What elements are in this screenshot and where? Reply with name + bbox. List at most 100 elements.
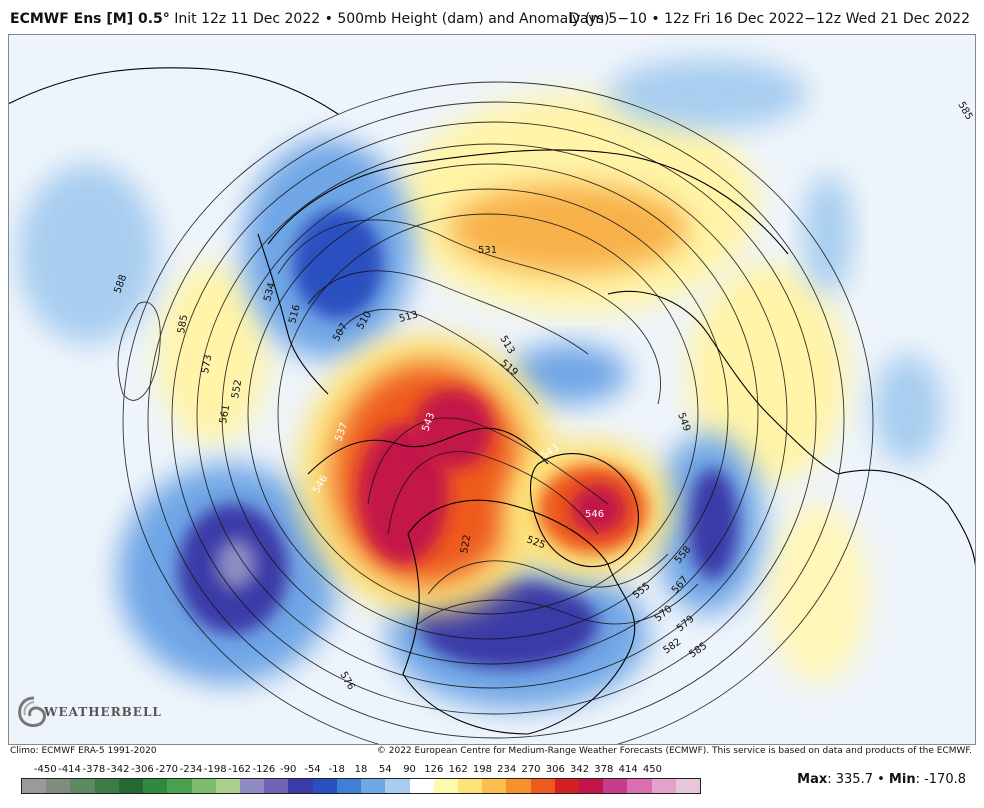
field-description: 500mb Height (dam) and Anomaly (m): [337, 11, 610, 27]
colorbar-tick-label: -450: [33, 764, 57, 775]
colorbar-tick-label: -378: [82, 764, 106, 775]
contour-label: 516: [287, 303, 303, 324]
contour-line: [117, 301, 161, 401]
contour-line: [387, 451, 599, 535]
colorbar-tick-label: 54: [378, 764, 392, 775]
contour-label: 513: [398, 309, 419, 325]
colorbar-swatch: [627, 779, 652, 793]
logo-text: WEATHERBELL: [44, 705, 162, 719]
anomaly-map: 585 588 585 573 561 552 534 516 507 510 …: [8, 34, 976, 745]
period-bullet: •: [651, 11, 660, 27]
negative-anomaly-atlantic-inner: [688, 469, 738, 579]
contour-line: [427, 553, 669, 595]
copyright-credit: © 2022 European Centre for Medium-Range …: [376, 746, 972, 756]
colorbar-swatch: [385, 779, 410, 793]
coastlines: [8, 67, 976, 735]
positive-anomaly-alaska-core: [358, 424, 448, 564]
colorbar-swatch: [433, 779, 458, 793]
contour-line: [337, 308, 539, 405]
colorbar-tick-label: 378: [594, 764, 614, 775]
colorbar-swatch: [482, 779, 507, 793]
colorbar-swatch: [457, 779, 483, 793]
min-label: Min: [888, 772, 916, 787]
height-contours: [117, 81, 874, 745]
colorbar-tick-label: -414: [58, 764, 81, 775]
colorbar-swatch: [264, 779, 289, 793]
contour-line: [367, 417, 609, 505]
colorbar-tick-label: 450: [642, 764, 662, 775]
positive-anomaly-atlantic: [768, 504, 868, 684]
contour-labels: 585 588 585 573 561 552 534 516 507 510 …: [112, 100, 974, 692]
colorbar-tick-label: 126: [424, 764, 444, 775]
colorbar-tick-label: 414: [618, 764, 638, 775]
max-value: : 335.7: [827, 772, 873, 787]
contour-ring: [247, 188, 729, 640]
colorbar-swatch: [46, 779, 71, 793]
climo-credit: Climo: ECMWF ERA-5 1991-2020: [10, 746, 157, 756]
contour-label: 534: [262, 281, 278, 302]
map-frame: [8, 34, 976, 745]
min-value: : -170.8: [915, 772, 966, 787]
negative-anomaly-asia-inner: [293, 209, 383, 319]
contour-ring: [171, 121, 817, 715]
colorbar-swatch: [603, 779, 628, 793]
colorbar-swatch: [675, 779, 701, 793]
contour-label: 573: [200, 354, 214, 375]
weatherbell-logo: WEATHERBELL: [14, 692, 161, 738]
max-min-separator: •: [872, 772, 889, 787]
colorbar-tick-label: -126: [252, 764, 276, 775]
colorbar-swatch: [118, 779, 144, 793]
colorbar-tick-label: 270: [521, 764, 541, 775]
colorbar-swatch: [167, 779, 192, 793]
negative-anomaly-arctic: [508, 344, 628, 404]
contour-ring: [122, 81, 874, 745]
colorbar-swatch: [336, 779, 362, 793]
contour-line: [277, 219, 661, 405]
negative-anomaly-northeast: [608, 59, 808, 129]
colorbar-swatch: [579, 779, 604, 793]
colorbar-tick-label: 234: [497, 764, 517, 775]
colorbar-tick-label: -270: [155, 764, 179, 775]
colorbar-labels: -450 -414 -378 -342 -306 -270 -234 -198 -162 -126…: [19, 764, 703, 778]
colorbar-swatch: [530, 779, 555, 793]
coastline-asia: [267, 149, 789, 255]
colorbar-tick-label: 342: [570, 764, 590, 775]
coastline-north-america: [402, 499, 636, 735]
colorbar-swatch: [312, 779, 337, 793]
positive-anomaly-alaska-core2: [413, 389, 493, 469]
colorbar-swatch: [651, 779, 676, 793]
colorbar-swatch: [191, 779, 216, 793]
colorbar-swatch: [215, 779, 240, 793]
colorbar-tick-label: 198: [472, 764, 492, 775]
contour-label: 585: [176, 314, 190, 335]
colorbar: [21, 778, 701, 794]
colorbar-tick-label: 18: [354, 764, 368, 775]
contour-label: 531: [478, 245, 497, 256]
colorbar-swatch: [361, 779, 386, 793]
colorbar-tick-label: -90: [279, 764, 297, 775]
model-name: ECMWF Ens [M] 0.5: [10, 11, 163, 27]
positive-anomaly-europe: [688, 264, 848, 484]
negative-anomaly-east-edge: [803, 174, 853, 294]
colorbar-swatch: [506, 779, 531, 793]
colorbar-tick-label: -234: [179, 764, 203, 775]
contour-ring: [221, 163, 759, 665]
colorbar-swatch: [22, 779, 47, 793]
colorbar-tick-label: 90: [403, 764, 416, 775]
colorbar-swatch: [143, 779, 168, 793]
coastline-europe: [607, 290, 839, 475]
coastline-alaska: [307, 427, 549, 475]
contour-label: 561: [218, 404, 232, 425]
colorbar-tick-label: -18: [328, 764, 345, 775]
colorbar-swatch: [409, 779, 434, 793]
colorbar-tick-label: -162: [228, 764, 251, 775]
colorbar-tick-label: 306: [545, 764, 565, 775]
contour-label: 546: [585, 509, 604, 520]
coastline-japan: [257, 233, 329, 395]
positive-anomaly-greenland-core: [570, 484, 626, 534]
period-range: 12z Fri 16 Dec 2022−12z Wed 21 Dec 2022: [664, 11, 970, 27]
contour-label: 522: [459, 534, 473, 555]
contour-label: 552: [230, 379, 244, 400]
colorbar-tick-label: -54: [304, 764, 321, 775]
positive-anomaly-pacific-west: [158, 264, 268, 444]
